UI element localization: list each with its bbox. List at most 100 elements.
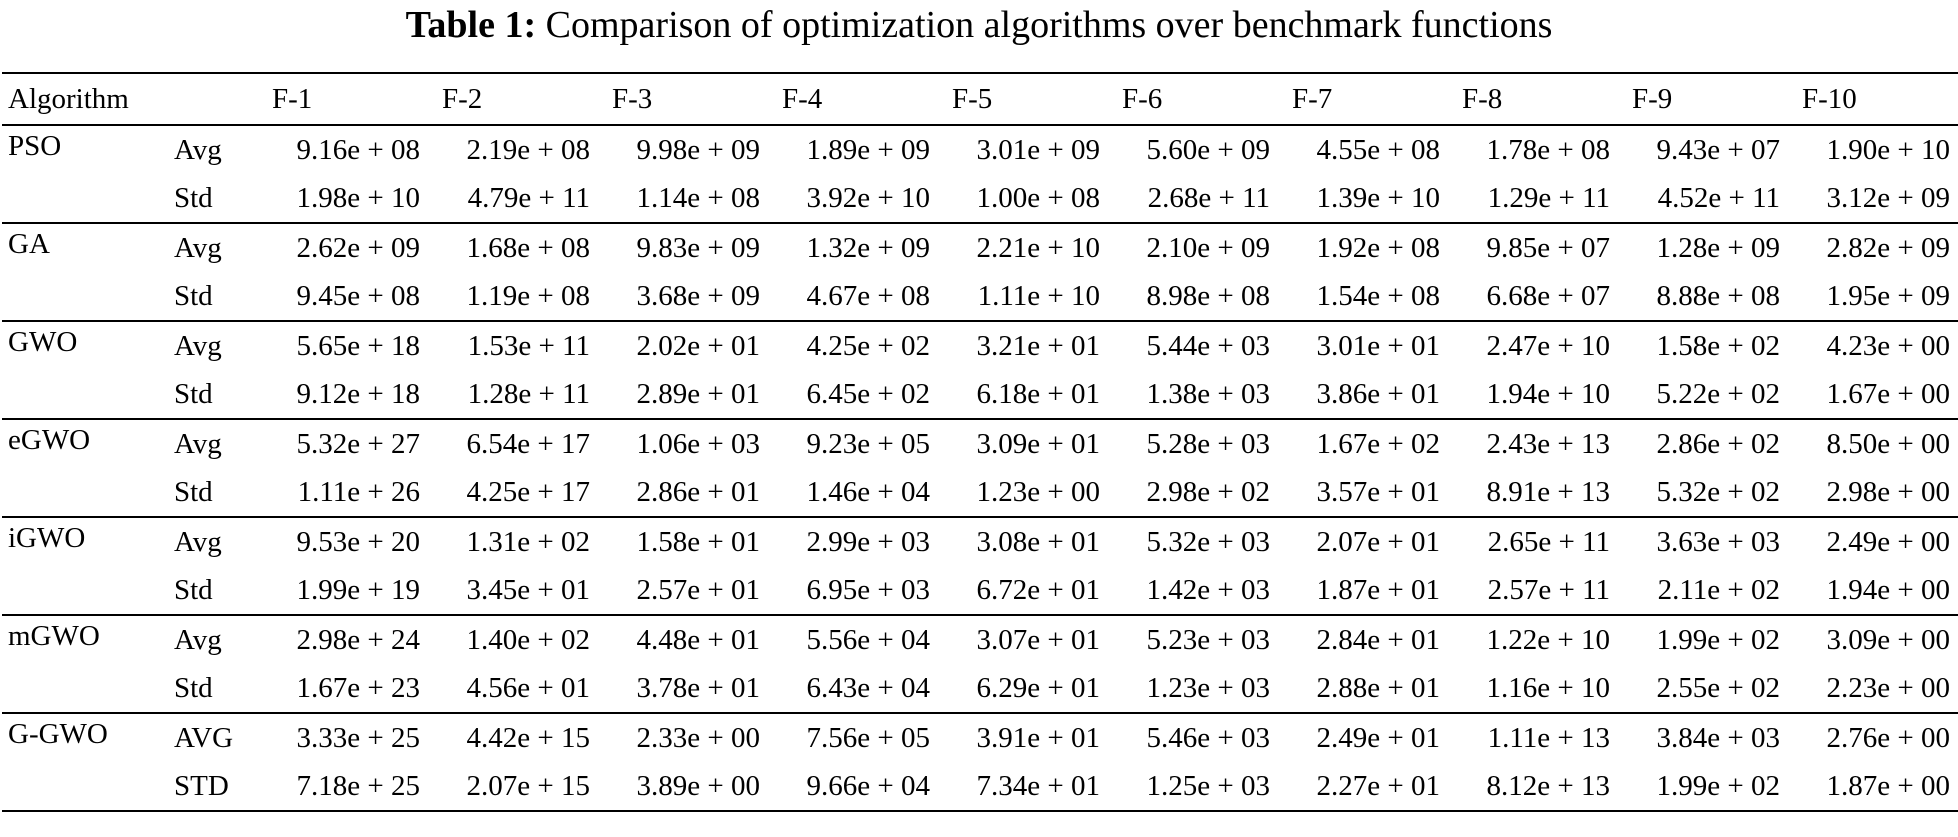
std-value-cell: 2.98e + 00 [1826, 475, 1950, 508]
std-value-cell: 6.72e + 01 [976, 573, 1100, 606]
header-row: Algorithm F-1 F-2 F-3 F-4 F-5 F-6 F-7 F-… [2, 73, 1958, 125]
avg-value-cell: 1.53e + 11 [467, 329, 590, 362]
std-value-cell: 3.12e + 09 [1826, 181, 1950, 214]
std-value-cell: 1.16e + 10 [1486, 671, 1610, 704]
avg-value-cell: 3.91e + 01 [976, 721, 1100, 754]
stat-label-avg: Avg [174, 133, 222, 166]
avg-value-cell: 4.42e + 15 [466, 721, 590, 754]
header-function: F-6 [1122, 82, 1163, 115]
std-value-cell: 1.39e + 10 [1316, 181, 1440, 214]
std-value-cell: 1.23e + 03 [1146, 671, 1270, 704]
std-value-cell: 1.98e + 10 [296, 181, 420, 214]
avg-value-cell: 2.49e + 00 [1826, 525, 1950, 558]
std-value-cell: 6.29e + 01 [976, 671, 1100, 704]
std-value-cell: 1.00e + 08 [976, 181, 1100, 214]
std-value-cell: 1.94e + 00 [1826, 573, 1950, 606]
std-value-cell: 4.67e + 08 [806, 279, 930, 312]
avg-value-cell: 5.23e + 03 [1146, 623, 1270, 656]
table-row-avg: PSO Avg 9.16e + 08 2.19e + 08 9.98e + 09 1.89… [2, 125, 1958, 174]
table-row-std: Std 9.45e + 08 1.19e + 08 3.68e + 09 4.67e +… [2, 272, 1958, 321]
std-value-cell: 3.89e + 00 [636, 769, 760, 802]
algorithm-name: mGWO [8, 620, 100, 652]
std-value-cell: 2.88e + 01 [1316, 671, 1440, 704]
table-row-avg: eGWO Avg 5.32e + 27 6.54e + 17 1.06e + 03 9.2… [2, 419, 1958, 468]
algorithm-name: GA [8, 228, 50, 260]
avg-value-cell: 2.84e + 01 [1316, 623, 1440, 656]
std-value-cell: 3.86e + 01 [1316, 377, 1440, 410]
avg-value-cell: 2.82e + 09 [1826, 231, 1950, 264]
avg-value-cell: 1.92e + 08 [1316, 231, 1440, 264]
std-value-cell: 1.29e + 11 [1487, 181, 1610, 214]
header-function: F-10 [1802, 82, 1857, 115]
std-value-cell: 5.22e + 02 [1656, 377, 1780, 410]
algorithm-name: GWO [8, 326, 78, 358]
std-value-cell: 1.87e + 01 [1316, 573, 1440, 606]
avg-value-cell: 4.25e + 02 [806, 329, 930, 362]
results-table: Algorithm F-1 F-2 F-3 F-4 F-5 F-6 F-7 F-… [2, 72, 1958, 812]
avg-value-cell: 9.23e + 05 [806, 427, 930, 460]
stat-label-std: Std [174, 181, 213, 214]
table-row-avg: G-GWO AVG 3.33e + 25 4.42e + 15 2.33e + 00 7.… [2, 713, 1958, 762]
table-row-std: Std 1.98e + 10 4.79e + 11 1.14e + 08 3.92e +… [2, 174, 1958, 223]
avg-value-cell: 5.56e + 04 [806, 623, 930, 656]
avg-value-cell: 5.46e + 03 [1146, 721, 1270, 754]
avg-value-cell: 1.32e + 09 [806, 231, 930, 264]
avg-value-cell: 8.50e + 00 [1826, 427, 1950, 460]
table-row-std: Std 1.11e + 26 4.25e + 17 2.86e + 01 1.46e +… [2, 468, 1958, 517]
avg-value-cell: 2.49e + 01 [1316, 721, 1440, 754]
stat-label-std: STD [174, 769, 229, 802]
std-value-cell: 6.68e + 07 [1486, 279, 1610, 312]
std-value-cell: 6.95e + 03 [806, 573, 930, 606]
table-row-std: STD 7.18e + 25 2.07e + 15 3.89e + 00 9.66e +… [2, 762, 1958, 811]
stat-label-avg: Avg [174, 525, 222, 558]
std-value-cell: 2.57e + 11 [1487, 573, 1610, 606]
avg-value-cell: 2.76e + 00 [1826, 721, 1950, 754]
std-value-cell: 3.68e + 09 [636, 279, 760, 312]
avg-value-cell: 1.11e + 13 [1487, 721, 1610, 754]
std-value-cell: 2.07e + 15 [466, 769, 590, 802]
header-function: F-7 [1292, 82, 1333, 115]
header-function: F-8 [1462, 82, 1503, 115]
std-value-cell: 1.11e + 10 [977, 279, 1100, 312]
avg-value-cell: 3.08e + 01 [976, 525, 1100, 558]
algorithm-name: PSO [8, 130, 62, 162]
stat-label-std: Std [174, 671, 213, 704]
std-value-cell: 1.42e + 03 [1146, 573, 1270, 606]
header-algorithm: Algorithm [8, 82, 129, 115]
avg-value-cell: 5.44e + 03 [1146, 329, 1270, 362]
std-value-cell: 1.14e + 08 [636, 181, 760, 214]
avg-value-cell: 1.40e + 02 [466, 623, 590, 656]
avg-value-cell: 1.90e + 10 [1826, 133, 1950, 166]
avg-value-cell: 5.32e + 27 [296, 427, 420, 460]
avg-value-cell: 1.99e + 02 [1656, 623, 1780, 656]
table-row-std: Std 1.67e + 23 4.56e + 01 3.78e + 01 6.43e +… [2, 664, 1958, 713]
table-caption: Table 1: Comparison of optimization algo… [0, 0, 1958, 48]
std-value-cell: 1.25e + 03 [1146, 769, 1270, 802]
avg-value-cell: 3.09e + 00 [1826, 623, 1950, 656]
std-value-cell: 1.94e + 10 [1486, 377, 1610, 410]
std-value-cell: 1.38e + 03 [1146, 377, 1270, 410]
std-value-cell: 2.23e + 00 [1826, 671, 1950, 704]
avg-value-cell: 2.33e + 00 [636, 721, 760, 754]
std-value-cell: 1.28e + 11 [467, 377, 590, 410]
avg-value-cell: 2.98e + 24 [296, 623, 420, 656]
table-row-avg: GA Avg 2.62e + 09 1.68e + 08 9.83e + 09 1.32e… [2, 223, 1958, 272]
stat-label-avg: Avg [174, 329, 222, 362]
std-value-cell: 2.57e + 01 [636, 573, 760, 606]
header-function: F-3 [612, 82, 653, 115]
avg-value-cell: 2.10e + 09 [1146, 231, 1270, 264]
std-value-cell: 3.78e + 01 [636, 671, 760, 704]
stat-label-std: Std [174, 279, 213, 312]
avg-value-cell: 5.60e + 09 [1146, 133, 1270, 166]
std-value-cell: 1.23e + 00 [976, 475, 1100, 508]
std-value-cell: 1.19e + 08 [466, 279, 590, 312]
avg-value-cell: 1.06e + 03 [636, 427, 760, 460]
stat-label-avg: Avg [174, 427, 222, 460]
header-function: F-5 [952, 82, 993, 115]
std-value-cell: 2.27e + 01 [1316, 769, 1440, 802]
stat-label-std: Std [174, 377, 213, 410]
avg-value-cell: 4.55e + 08 [1316, 133, 1440, 166]
std-value-cell: 1.87e + 00 [1826, 769, 1950, 802]
header-function: F-4 [782, 82, 823, 115]
std-value-cell: 8.88e + 08 [1656, 279, 1780, 312]
